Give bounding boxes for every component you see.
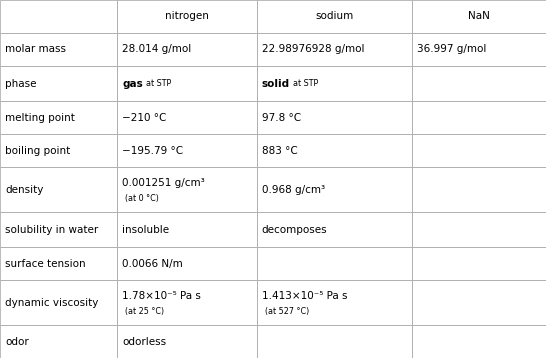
Text: 22.98976928 g/mol: 22.98976928 g/mol (262, 44, 364, 54)
Text: nitrogen: nitrogen (165, 11, 209, 21)
Bar (257, 325, 412, 358)
Bar (412, 280, 546, 325)
Bar (117, 212, 257, 247)
Bar (117, 66, 257, 101)
Bar (0, 247, 117, 280)
Bar (257, 212, 412, 247)
Text: at STP: at STP (146, 79, 171, 88)
Text: boiling point: boiling point (5, 146, 70, 156)
Text: melting point: melting point (5, 113, 75, 123)
Bar (0, 101, 117, 134)
Text: 36.997 g/mol: 36.997 g/mol (417, 44, 486, 54)
Text: molar mass: molar mass (5, 44, 66, 54)
Bar (257, 167, 412, 212)
Text: odor: odor (5, 337, 29, 347)
Bar (117, 325, 257, 358)
Text: 883 °C: 883 °C (262, 146, 298, 156)
Text: 1.78×10⁻⁵ Pa s: 1.78×10⁻⁵ Pa s (122, 291, 201, 301)
Bar (117, 33, 257, 66)
Text: phase: phase (5, 79, 37, 89)
Bar (117, 167, 257, 212)
Text: 0.001251 g/cm³: 0.001251 g/cm³ (122, 178, 205, 188)
Text: −195.79 °C: −195.79 °C (122, 146, 183, 156)
Bar (412, 0, 546, 33)
Text: 0.0066 N/m: 0.0066 N/m (122, 259, 183, 269)
Text: density: density (5, 185, 43, 195)
Bar (257, 101, 412, 134)
Bar (257, 33, 412, 66)
Bar (0, 33, 117, 66)
Bar (117, 247, 257, 280)
Bar (412, 101, 546, 134)
Text: dynamic viscosity: dynamic viscosity (5, 297, 98, 308)
Bar (257, 0, 412, 33)
Bar (117, 0, 257, 33)
Text: −210 °C: −210 °C (122, 113, 167, 123)
Bar (257, 247, 412, 280)
Bar (257, 280, 412, 325)
Bar (0, 66, 117, 101)
Text: NaN: NaN (468, 11, 490, 21)
Text: odorless: odorless (122, 337, 167, 347)
Text: insoluble: insoluble (122, 224, 169, 234)
Text: at STP: at STP (293, 79, 318, 88)
Bar (257, 66, 412, 101)
Text: (at 25 °C): (at 25 °C) (126, 307, 164, 316)
Text: (at 527 °C): (at 527 °C) (265, 307, 309, 316)
Text: decomposes: decomposes (262, 224, 327, 234)
Text: gas: gas (122, 79, 143, 89)
Text: 28.014 g/mol: 28.014 g/mol (122, 44, 192, 54)
Bar (0, 280, 117, 325)
Text: solid: solid (262, 79, 290, 89)
Text: surface tension: surface tension (5, 259, 86, 269)
Text: sodium: sodium (315, 11, 354, 21)
Bar (412, 247, 546, 280)
Bar (0, 0, 117, 33)
Bar (0, 167, 117, 212)
Text: solubility in water: solubility in water (5, 224, 98, 234)
Bar (0, 134, 117, 167)
Bar (412, 134, 546, 167)
Bar (412, 167, 546, 212)
Bar (117, 280, 257, 325)
Bar (117, 101, 257, 134)
Bar (0, 325, 117, 358)
Bar (257, 134, 412, 167)
Bar (412, 33, 546, 66)
Text: 0.968 g/cm³: 0.968 g/cm³ (262, 185, 325, 195)
Bar (117, 134, 257, 167)
Text: 97.8 °C: 97.8 °C (262, 113, 301, 123)
Text: (at 0 °C): (at 0 °C) (126, 194, 159, 203)
Bar (0, 212, 117, 247)
Bar (412, 66, 546, 101)
Text: 1.413×10⁻⁵ Pa s: 1.413×10⁻⁵ Pa s (262, 291, 347, 301)
Bar (412, 325, 546, 358)
Bar (412, 212, 546, 247)
